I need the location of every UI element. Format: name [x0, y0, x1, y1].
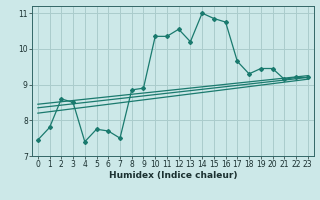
X-axis label: Humidex (Indice chaleur): Humidex (Indice chaleur) [108, 171, 237, 180]
